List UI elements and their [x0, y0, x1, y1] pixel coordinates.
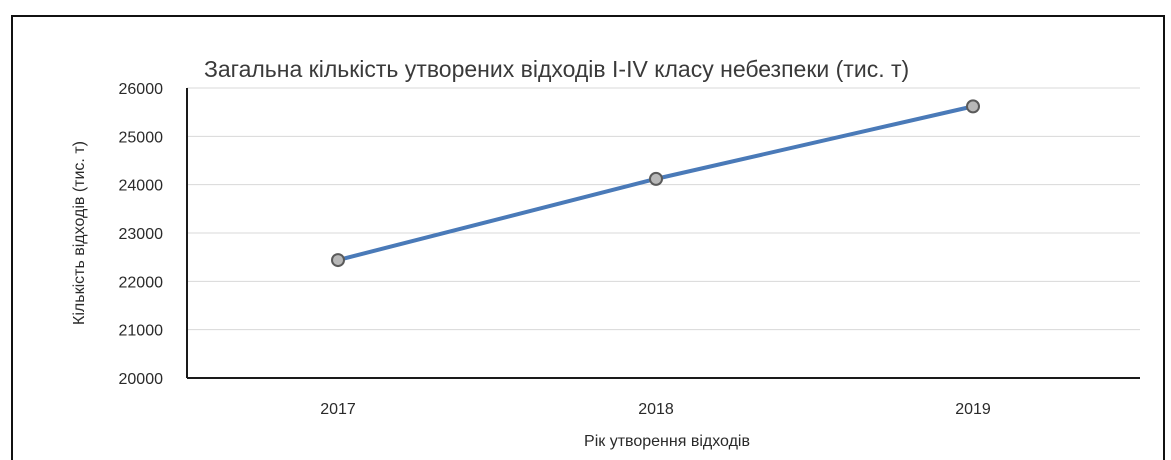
x-tick-label: 2018: [638, 401, 674, 418]
y-tick-label: 25000: [119, 129, 164, 146]
x-tick-label: 2017: [320, 401, 356, 418]
series: [331, 99, 980, 268]
data-point: [966, 99, 980, 114]
y-tick-label: 24000: [119, 178, 164, 195]
y-tick-label: 20000: [119, 371, 164, 388]
y-tick-label: 21000: [119, 323, 164, 340]
axes: [186, 88, 1140, 379]
y-axis-label: Кількість відходів (тис. т): [71, 141, 88, 325]
data-point: [331, 253, 345, 268]
x-axis-label: Рік утворення відходів: [584, 433, 750, 450]
chart-frame: [11, 15, 1165, 460]
data-point: [649, 171, 663, 186]
y-tick-label: 26000: [119, 81, 164, 98]
gridlines: [187, 87, 1140, 331]
y-tick-label: 23000: [119, 226, 164, 243]
x-tick-labels: 2017 2018 2019: [320, 401, 991, 418]
chart-title: Загальна кількість утворених відходів I-…: [204, 56, 909, 82]
y-tick-label: 22000: [119, 274, 164, 291]
y-tick-labels: 20000 21000 22000 23000 24000 25000 26000: [119, 81, 164, 388]
x-tick-label: 2019: [955, 401, 991, 418]
